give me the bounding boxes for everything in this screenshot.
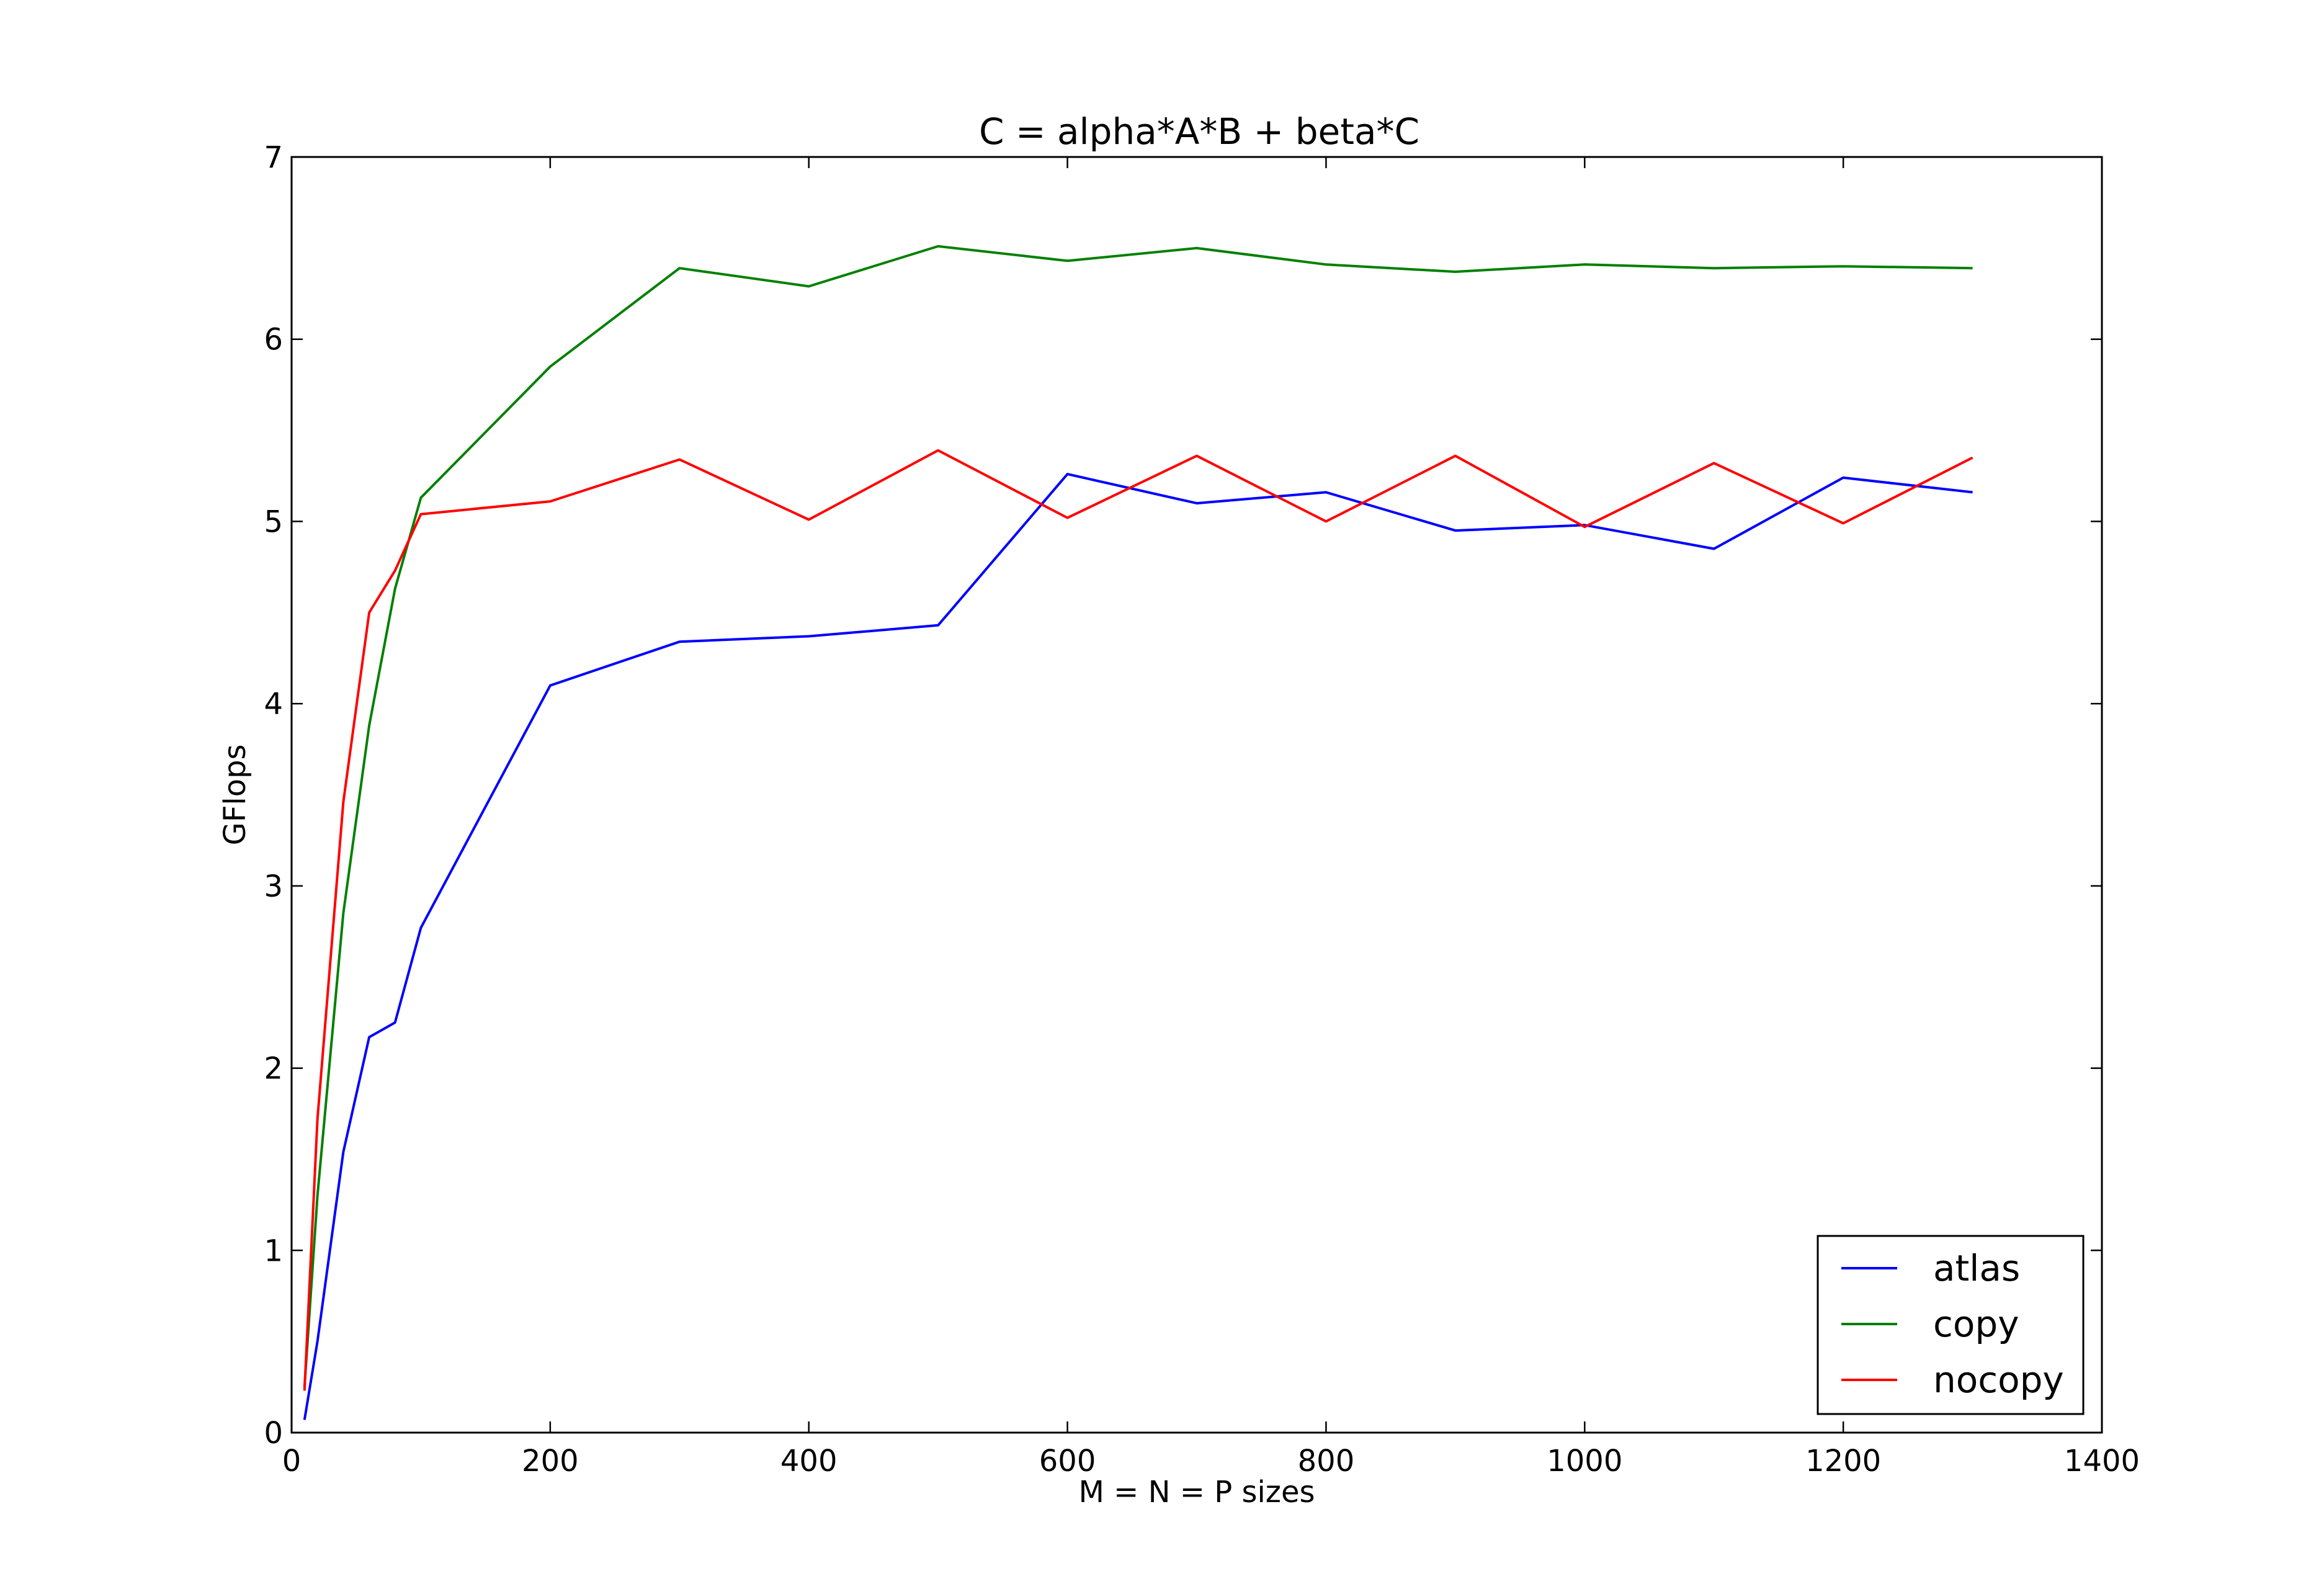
plot-frame (290, 156, 2103, 1434)
y-tick-label: 2 (264, 1052, 283, 1086)
x-tick-label: 200 (522, 1444, 579, 1479)
x-tick-label: 0 (282, 1444, 302, 1479)
y-tick-label: 0 (264, 1416, 283, 1451)
x-tick-label: 1400 (2064, 1444, 2140, 1479)
x-axis-title: M = N = P sizes (1078, 1475, 1315, 1510)
x-tick-label: 600 (1039, 1444, 1096, 1479)
chart-title: C = alpha*A*B + beta*C (979, 110, 1419, 153)
x-tick-label: 800 (1298, 1444, 1355, 1479)
series-layer (303, 244, 1973, 1420)
x-tick-label: 400 (780, 1444, 838, 1479)
y-tick-label: 7 (264, 140, 283, 175)
x-axis-ticks: 0 200 400 600 800 1000 1200 1400 (282, 157, 2140, 1479)
y-tick-label: 3 (264, 869, 283, 904)
x-tick-label: 1000 (1547, 1444, 1622, 1479)
y-tick-label: 5 (264, 504, 283, 539)
y-tick-label: 1 (264, 1233, 283, 1268)
series-line-nocopy (303, 449, 1973, 1391)
y-tick-label: 4 (264, 687, 283, 722)
y-tick-label: 6 (264, 323, 283, 357)
legend-label-atlas: atlas (1933, 1247, 2020, 1289)
series-line-copy (303, 244, 1973, 1387)
x-tick-label: 1200 (1805, 1444, 1881, 1479)
y-axis-title: GFlops (218, 745, 253, 846)
legend: atlas copy nocopy (1817, 1235, 2085, 1415)
legend-label-nocopy: nocopy (1933, 1359, 2064, 1401)
legend-label-copy: copy (1933, 1303, 2019, 1345)
series-line-atlas (303, 473, 1973, 1420)
y-axis-ticks: 0 1 2 3 4 5 6 7 (264, 140, 2102, 1451)
